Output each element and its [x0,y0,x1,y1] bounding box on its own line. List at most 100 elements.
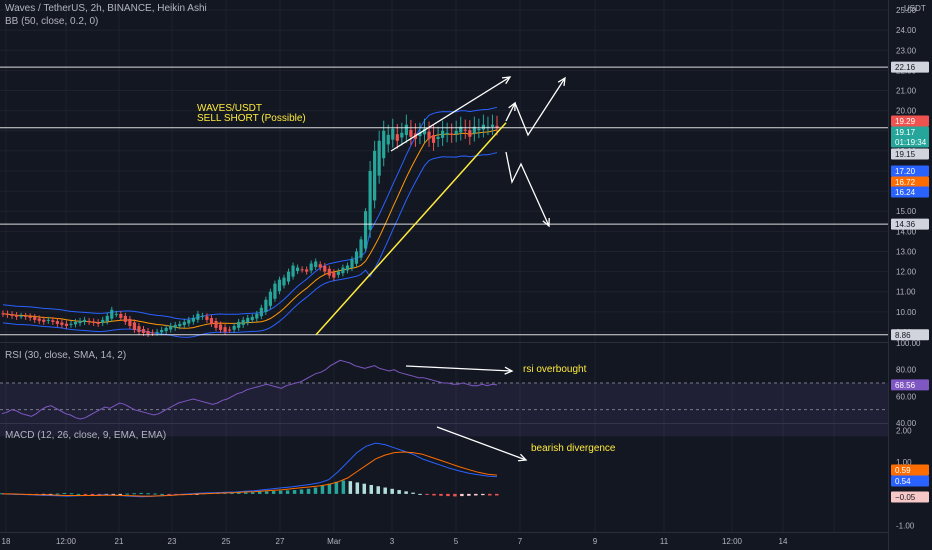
macd-tag[interactable] [891,464,929,476]
candle[interactable] [305,269,309,272]
candle[interactable] [377,140,381,176]
candle[interactable] [42,319,46,322]
candle[interactable] [468,130,472,137]
price-tag[interactable] [891,136,929,148]
candle[interactable] [345,265,350,271]
price-tag[interactable] [891,126,929,138]
candle[interactable] [273,283,277,299]
candle[interactable] [60,322,64,325]
candles[interactable] [1,114,499,337]
candle[interactable] [314,261,318,268]
candle[interactable] [228,329,232,331]
candle[interactable] [96,322,100,324]
candle[interactable] [282,277,286,286]
candle[interactable] [454,130,458,135]
candle[interactable] [327,268,331,276]
candle[interactable] [137,326,141,332]
time-axis[interactable]: 18 12:00 21 23 25 27 Mar 3 5 7 9 11 12:00 14 [2,537,788,546]
candle[interactable] [150,332,155,334]
candle[interactable] [309,263,313,271]
horizontal-levels[interactable] [0,66,888,336]
candle[interactable] [82,319,87,322]
candle[interactable] [146,331,150,334]
candle[interactable] [223,327,227,332]
candle[interactable] [14,315,19,317]
price-tag[interactable] [891,61,929,73]
candle[interactable] [332,272,336,278]
candle[interactable] [436,136,440,140]
macd-tag[interactable] [891,491,929,503]
candle[interactable] [218,324,223,330]
candle[interactable] [486,126,490,128]
candle[interactable] [291,265,295,277]
rsi-line[interactable] [1,359,498,420]
candle[interactable] [300,269,304,271]
candle[interactable] [459,126,463,133]
candle[interactable] [160,329,164,333]
candle[interactable] [286,271,291,282]
candle[interactable] [246,317,250,323]
candle[interactable] [295,267,300,272]
candle[interactable] [368,170,372,230]
candle[interactable] [37,318,41,321]
candle[interactable] [391,128,395,140]
macd-pane[interactable] [0,442,499,498]
candle[interactable] [169,325,173,330]
candle[interactable] [123,315,127,322]
candle[interactable] [400,132,404,138]
candle[interactable] [359,239,363,258]
candle[interactable] [214,320,218,328]
candle[interactable] [318,264,322,268]
candle[interactable] [164,327,168,332]
candle[interactable] [422,128,427,135]
price-axis[interactable]: 25.0024.0023.0022.0021.0020.0019.0018.00… [889,0,932,550]
candle[interactable] [490,124,495,127]
macd-divergence-arrow[interactable] [436,426,527,461]
candle[interactable] [119,314,123,318]
candle[interactable] [277,279,282,292]
candle[interactable] [477,128,481,131]
candle[interactable] [64,323,69,326]
candle[interactable] [404,124,408,136]
price-tag[interactable] [891,148,929,160]
candle[interactable] [141,329,146,333]
candle[interactable] [178,323,182,327]
price-tag[interactable] [891,218,929,230]
projection-arrow-up[interactable] [390,76,511,152]
candle[interactable] [264,299,268,312]
drawings[interactable] [315,76,566,462]
candle[interactable] [354,251,359,264]
candle[interactable] [268,291,272,306]
candle[interactable] [427,131,431,139]
candle[interactable] [431,135,436,143]
annotation-subtitle[interactable]: SELL SHORT (Possible) [197,113,306,124]
candle[interactable] [51,320,55,322]
candle[interactable] [382,130,386,159]
candle[interactable] [441,130,445,138]
candle[interactable] [78,320,82,324]
candle[interactable] [155,331,159,333]
candle[interactable] [196,313,200,320]
candle[interactable] [191,317,195,322]
rsi-note[interactable]: rsi overbought [523,364,587,375]
candle[interactable] [481,124,486,130]
candle[interactable] [187,319,191,324]
projection-arrow-wave-up[interactable] [514,77,566,137]
candle[interactable] [341,267,345,274]
candle[interactable] [128,318,132,326]
candle[interactable] [92,321,96,323]
price-tag[interactable] [891,329,929,341]
rsi-pane[interactable] [1,359,498,420]
candle[interactable] [395,134,399,141]
candle[interactable] [182,321,186,326]
candle[interactable] [173,324,177,328]
macd-note[interactable]: bearish divergence [531,443,616,454]
candle[interactable] [259,307,263,317]
price-tag[interactable] [891,115,929,127]
candle[interactable] [373,150,377,201]
price-tag[interactable] [891,186,929,198]
price-tag[interactable] [891,176,929,188]
candle[interactable] [200,315,205,317]
candle[interactable] [1,313,5,315]
signal-line[interactable] [2,451,498,497]
